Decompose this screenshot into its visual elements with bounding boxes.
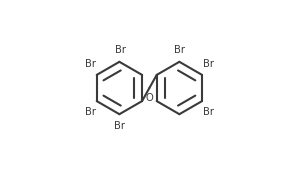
Text: Br: Br <box>203 59 214 69</box>
Text: O: O <box>145 93 153 103</box>
Text: Br: Br <box>85 107 96 117</box>
Text: Br: Br <box>115 45 126 55</box>
Text: Br: Br <box>85 59 96 69</box>
Text: Br: Br <box>174 45 185 55</box>
Text: Br: Br <box>114 121 125 131</box>
Text: Br: Br <box>203 107 214 117</box>
